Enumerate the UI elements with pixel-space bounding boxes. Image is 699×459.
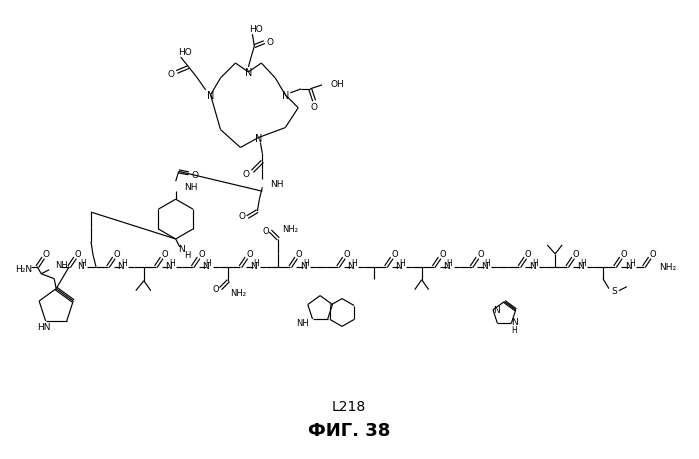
Text: O: O — [262, 227, 268, 236]
Text: L218: L218 — [332, 399, 366, 413]
Text: N: N — [166, 262, 172, 271]
Text: H: H — [169, 259, 175, 268]
Text: H: H — [512, 325, 517, 334]
Text: H: H — [80, 259, 86, 268]
Text: N: N — [511, 317, 518, 326]
Text: N: N — [250, 262, 257, 271]
Text: H: H — [254, 259, 259, 268]
Text: NH₂: NH₂ — [282, 225, 298, 234]
Text: H: H — [206, 259, 211, 268]
Text: N: N — [77, 262, 83, 271]
Text: O: O — [167, 70, 174, 79]
Text: N: N — [443, 262, 450, 271]
Text: N: N — [347, 262, 354, 271]
Text: O: O — [439, 250, 446, 259]
Text: NH: NH — [271, 179, 284, 188]
Text: HO: HO — [178, 47, 192, 56]
Text: N: N — [396, 262, 402, 271]
Text: H: H — [629, 259, 635, 268]
Text: H: H — [484, 259, 490, 268]
Text: O: O — [239, 211, 246, 220]
Text: H: H — [121, 259, 127, 268]
Text: H: H — [533, 259, 538, 268]
Text: O: O — [525, 250, 532, 259]
Text: O: O — [267, 38, 274, 46]
Text: OH: OH — [330, 80, 344, 89]
Text: H: H — [351, 259, 357, 268]
Text: N: N — [202, 262, 209, 271]
Text: N: N — [245, 68, 252, 78]
Text: H₂N: H₂N — [15, 265, 32, 274]
Text: NH₂: NH₂ — [658, 263, 676, 272]
Text: O: O — [43, 250, 50, 259]
Text: N: N — [282, 90, 289, 101]
Text: O: O — [296, 250, 303, 259]
Text: O: O — [199, 250, 205, 259]
Text: N: N — [481, 262, 488, 271]
Text: NH₂: NH₂ — [231, 289, 247, 297]
Text: N: N — [626, 262, 633, 271]
Text: H: H — [580, 259, 586, 268]
Text: H: H — [447, 259, 452, 268]
Text: NH: NH — [55, 261, 68, 270]
Text: O: O — [477, 250, 484, 259]
Text: O: O — [161, 250, 168, 259]
Text: O: O — [191, 170, 198, 179]
Text: N: N — [529, 262, 535, 271]
Text: S: S — [611, 286, 617, 296]
Text: H: H — [303, 259, 309, 268]
Text: O: O — [243, 169, 250, 179]
Text: N: N — [254, 133, 262, 143]
Text: O: O — [75, 250, 81, 259]
Text: O: O — [246, 250, 253, 259]
Text: N: N — [493, 305, 500, 314]
Text: HN: HN — [38, 322, 51, 331]
Text: O: O — [114, 250, 120, 259]
Text: O: O — [344, 250, 350, 259]
Text: N: N — [577, 262, 584, 271]
Text: N: N — [207, 90, 214, 101]
Text: H: H — [399, 259, 405, 268]
Text: ФИГ. 38: ФИГ. 38 — [308, 421, 390, 439]
Text: N: N — [300, 262, 307, 271]
Text: O: O — [621, 250, 627, 259]
Text: NH: NH — [296, 318, 308, 327]
Text: N: N — [117, 262, 124, 271]
Text: O: O — [649, 250, 656, 259]
Text: O: O — [212, 285, 219, 293]
Text: H: H — [185, 251, 191, 260]
Text: O: O — [310, 103, 317, 112]
Text: N: N — [178, 245, 185, 254]
Text: O: O — [572, 250, 579, 259]
Text: O: O — [391, 250, 398, 259]
Text: HO: HO — [250, 25, 264, 34]
Text: NH: NH — [184, 182, 197, 191]
